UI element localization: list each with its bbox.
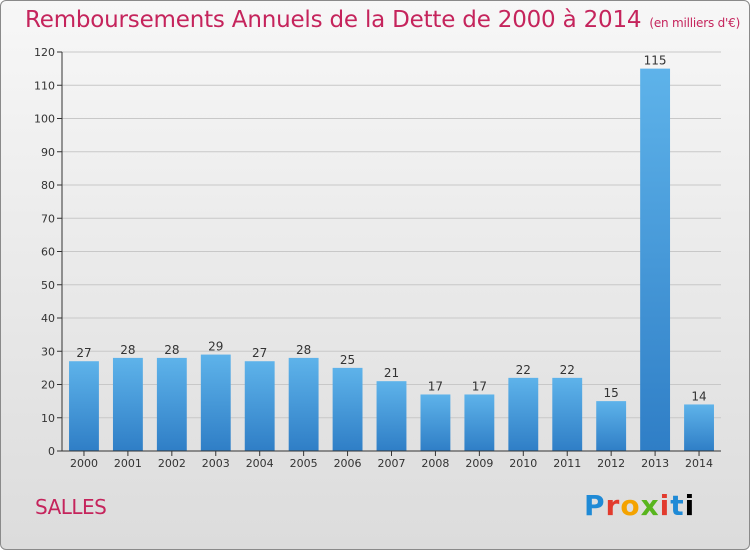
- bar: [640, 68, 671, 451]
- bar: [332, 367, 363, 451]
- bar: [596, 401, 627, 451]
- commune-name: SALLES: [35, 495, 107, 519]
- y-tick-label: 40: [41, 312, 55, 325]
- bar: [552, 377, 583, 451]
- data-label: 28: [296, 343, 311, 357]
- bar: [376, 381, 407, 451]
- x-tick-label: 2012: [597, 457, 625, 470]
- x-tick-label: 2010: [509, 457, 537, 470]
- bars: 27 28 28 29 27 28 25 21 17 17 22 22 15 115 14: [69, 54, 714, 451]
- x-tick-label: 2006: [334, 457, 362, 470]
- proxiti-logo[interactable]: Proxiti: [584, 489, 696, 522]
- x-tick-label: 2002: [158, 457, 186, 470]
- bar: [464, 394, 495, 451]
- y-tick-label: 30: [41, 345, 55, 358]
- y-tick-label: 80: [41, 179, 55, 192]
- data-label: 28: [164, 343, 179, 357]
- data-label: 29: [208, 340, 223, 354]
- data-label: 25: [340, 353, 355, 367]
- y-tick-label: 90: [41, 146, 55, 159]
- x-tick-label: 2001: [114, 457, 142, 470]
- y-tick-label: 110: [34, 79, 55, 92]
- bar: [684, 404, 714, 451]
- x-tick-label: 2003: [202, 457, 230, 470]
- y-tick-label: 0: [48, 445, 55, 458]
- x-tick-label: 2005: [290, 457, 318, 470]
- data-label: 115: [644, 54, 667, 68]
- bar: [244, 361, 275, 451]
- data-label: 17: [472, 379, 487, 393]
- x-tick-label: 2011: [553, 457, 581, 470]
- x-tick-label: 2004: [246, 457, 274, 470]
- axes: 0 10 20 30 40 50 60 70 80 90 100 110 120 2000 2001 2002…: [34, 46, 721, 470]
- bar: [156, 357, 187, 451]
- y-tick-label: 20: [41, 379, 55, 392]
- y-tick-label: 60: [41, 246, 55, 259]
- data-label: 17: [428, 379, 443, 393]
- bar: [420, 394, 451, 451]
- bar: [288, 357, 319, 451]
- x-tick-label: 2014: [685, 457, 713, 470]
- bar: [69, 361, 99, 451]
- data-label: 27: [252, 346, 267, 360]
- bar: [200, 354, 231, 451]
- y-tick-label: 10: [41, 412, 55, 425]
- data-label: 15: [604, 386, 619, 400]
- y-tick-label: 100: [34, 113, 55, 126]
- y-tick-label: 70: [41, 212, 55, 225]
- y-tick-label: 50: [41, 279, 55, 292]
- x-tick-label: 2008: [421, 457, 449, 470]
- data-label: 27: [76, 346, 91, 360]
- x-tick-label: 2009: [465, 457, 493, 470]
- data-label: 28: [120, 343, 135, 357]
- y-tick-label: 120: [34, 46, 55, 59]
- data-label: 22: [560, 363, 575, 377]
- chart-title-text: Remboursements Annuels de la Dette de 20…: [25, 7, 642, 33]
- chart-unit: (en milliers d'€): [649, 16, 741, 30]
- data-label: 21: [384, 366, 399, 380]
- chart-title: Remboursements Annuels de la Dette de 20…: [25, 7, 740, 33]
- data-label: 14: [691, 389, 706, 403]
- x-tick-label: 2013: [641, 457, 669, 470]
- data-label: 22: [516, 363, 531, 377]
- x-tick-label: 2000: [70, 457, 98, 470]
- x-tick-label: 2007: [378, 457, 406, 470]
- bar: [508, 377, 539, 451]
- bar: [112, 357, 143, 451]
